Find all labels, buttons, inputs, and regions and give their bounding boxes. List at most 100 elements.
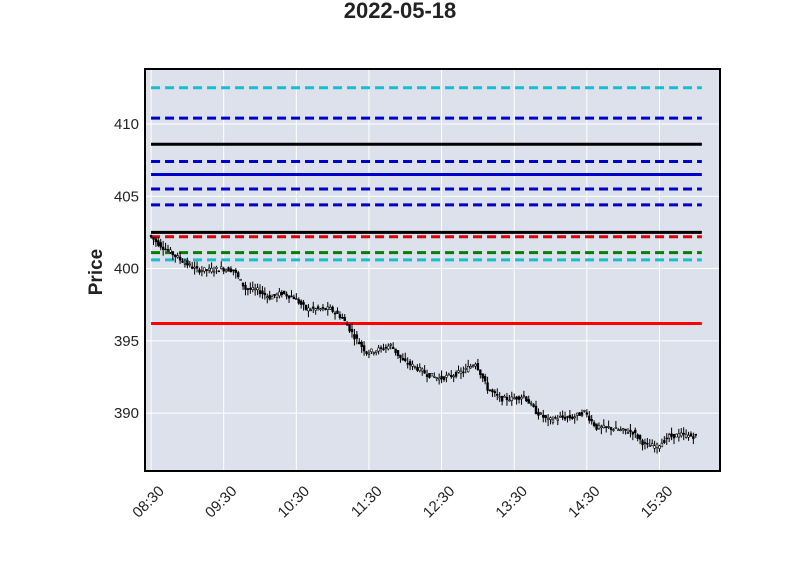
candle-body [667, 434, 671, 439]
candle-body [585, 412, 589, 415]
x-tick-label: 15:30 [638, 483, 677, 522]
candle-body [280, 292, 283, 296]
candle-body [648, 445, 651, 447]
candle-body [513, 397, 516, 400]
candle-body [583, 410, 586, 412]
candle-body [413, 365, 417, 368]
candle-body [404, 358, 407, 362]
candle-body [527, 399, 530, 404]
candle-body [546, 417, 550, 421]
candle-body [525, 396, 528, 402]
candle-body [237, 272, 240, 278]
candle-body [425, 374, 429, 377]
x-tick-label: 08:30 [129, 483, 168, 522]
x-tick-label: 09:30 [202, 483, 241, 522]
candle-body [597, 424, 601, 430]
candle-body [534, 405, 538, 415]
candle-body [568, 415, 572, 419]
candle-body [350, 329, 354, 333]
candle-body [430, 373, 434, 377]
candle-body [193, 266, 196, 269]
candle-body [464, 367, 467, 370]
candle-body [408, 361, 412, 366]
candle-body [563, 416, 567, 420]
candle-body [479, 369, 482, 375]
candle-body [496, 393, 499, 396]
candle-body [447, 373, 451, 376]
candle-body [442, 376, 446, 381]
candle-body [355, 334, 359, 339]
candle-body [215, 266, 218, 269]
candle-body [188, 263, 191, 266]
candle-body [653, 445, 656, 449]
candle-body [520, 397, 523, 400]
candle-body [522, 395, 526, 398]
candle-body [159, 242, 162, 248]
candle-body [450, 374, 453, 377]
candle-body [692, 436, 695, 440]
candle-body [365, 351, 368, 355]
candle-body [370, 348, 373, 353]
candle-body [401, 357, 405, 361]
candle-body [278, 291, 281, 297]
candle-body [559, 415, 562, 418]
x-axis: 08:30 09:30 10:30 11:30 12:30 13:30 14:30 15:30 [129, 483, 676, 522]
candle-body [663, 440, 666, 443]
candle-body [377, 347, 380, 352]
candle-body [304, 304, 308, 310]
candle-body [316, 306, 320, 309]
candle-body [239, 279, 242, 281]
candle-body [462, 371, 465, 374]
candle-body [631, 431, 635, 435]
candle-body [329, 306, 332, 310]
candle-body [680, 432, 683, 437]
candle-body [445, 375, 448, 378]
candle-body [505, 396, 509, 401]
candles [149, 234, 697, 454]
candle-body [542, 414, 545, 418]
candle-body [307, 307, 310, 312]
candle-body [341, 316, 344, 319]
candle-body [217, 270, 221, 273]
candle-body [515, 396, 518, 400]
candle-body [290, 295, 293, 298]
candle-body [590, 419, 593, 422]
candle-body [295, 298, 298, 300]
candle-body [319, 308, 322, 311]
candle-body [454, 372, 458, 377]
candle-body [314, 308, 317, 311]
candle-body [573, 416, 576, 419]
candle-body [467, 365, 470, 373]
candle-body [222, 268, 225, 272]
candle-body [592, 422, 596, 427]
candle-body [270, 296, 274, 300]
candle-body [694, 433, 697, 436]
candle-body [169, 249, 172, 253]
candle-body [232, 269, 235, 272]
candle-body [324, 308, 327, 310]
candle-body [459, 370, 463, 375]
candle-body [227, 267, 230, 272]
candle-body [171, 251, 175, 256]
candle-body [154, 238, 158, 243]
candle-body [396, 350, 400, 356]
candle-body [682, 432, 685, 435]
candle-body [353, 334, 356, 340]
candle-body [174, 254, 177, 257]
candle-body [399, 354, 402, 358]
candle-body [677, 433, 681, 438]
candle-body [571, 416, 574, 420]
candle-body [220, 266, 223, 269]
candle-body [675, 433, 678, 438]
candle-body [326, 306, 329, 310]
candle-body [689, 433, 693, 437]
x-tick-label: 14:30 [565, 483, 604, 522]
candle-body [483, 376, 487, 382]
candle-body [626, 432, 630, 434]
candle-body [580, 412, 584, 416]
candle-body [643, 442, 647, 444]
candle-body [418, 367, 421, 372]
candle-body [246, 288, 250, 290]
candle-body [612, 429, 615, 431]
candle-body [234, 269, 237, 273]
